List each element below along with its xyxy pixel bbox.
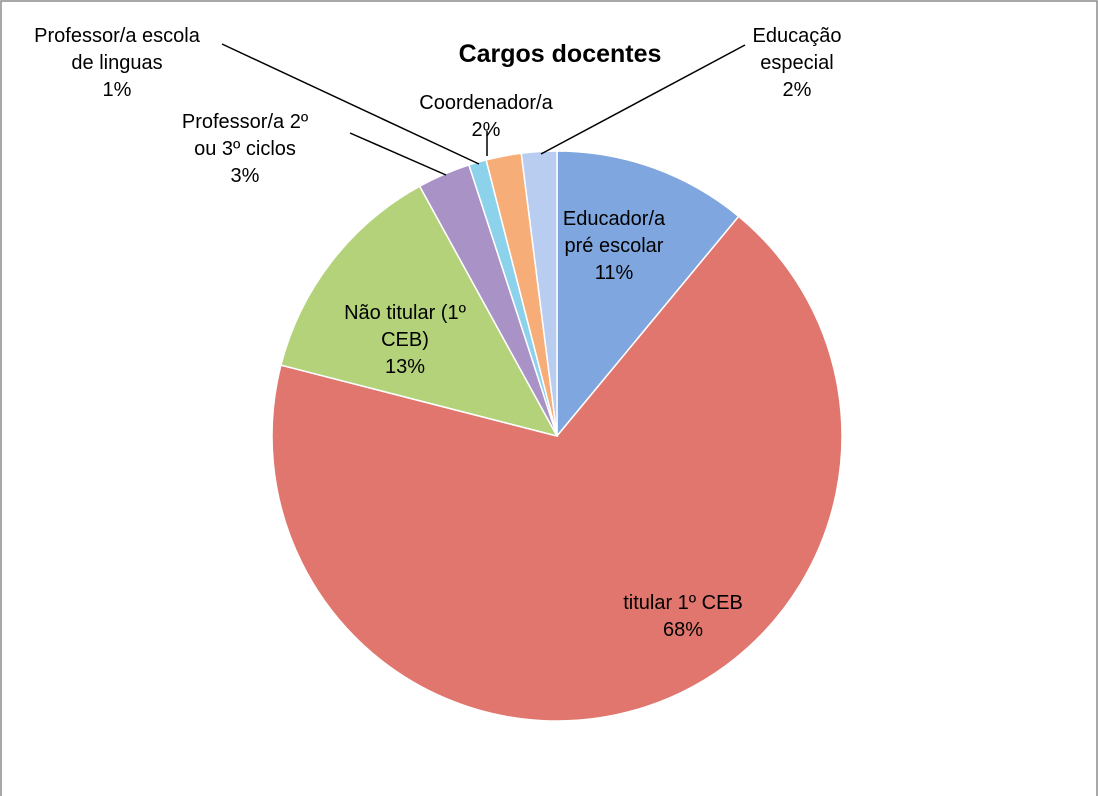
value-label: 1%	[102, 79, 132, 101]
slice-label: Coordenador/a 2%	[419, 90, 552, 144]
pie-slice	[271, 215, 843, 722]
value-label: 13%	[384, 356, 426, 378]
value-label: 68%	[662, 619, 704, 641]
category-label: titular 1º CEB	[623, 592, 743, 614]
slice-label: titular 1º CEB 68%	[623, 590, 743, 644]
leader-line	[540, 44, 746, 155]
slice-label: Educador/a pré escolar 11%	[563, 206, 665, 287]
value-label: 3%	[230, 165, 260, 187]
value-label: 2%	[782, 79, 812, 101]
chart-title: Cargos docentes	[458, 40, 662, 68]
value-label: 2%	[471, 119, 501, 141]
leader-line	[221, 43, 480, 165]
pie-slice	[556, 150, 740, 439]
slice-label: Professor/a 2º ou 3º ciclos 3%	[182, 109, 308, 190]
category-label: Educação especial	[752, 25, 842, 74]
category-label: Coordenador/a	[419, 92, 553, 114]
pie-slice	[520, 150, 558, 437]
pie-slice	[280, 185, 559, 438]
slice-label: Professor/a escola de linguas 1%	[34, 23, 200, 104]
category-label: Educador/a pré escolar	[562, 208, 666, 257]
slice-label: Não titular (1º CEB) 13%	[344, 300, 466, 381]
value-label: 11%	[594, 262, 634, 284]
slice-label: Educação especial 2%	[753, 23, 842, 104]
category-label: Professor/a escola de linguas	[34, 25, 200, 74]
category-label: Não titular (1º CEB)	[344, 302, 466, 351]
category-label: Professor/a 2º ou 3º ciclos	[181, 111, 309, 160]
leader-line	[349, 132, 447, 176]
